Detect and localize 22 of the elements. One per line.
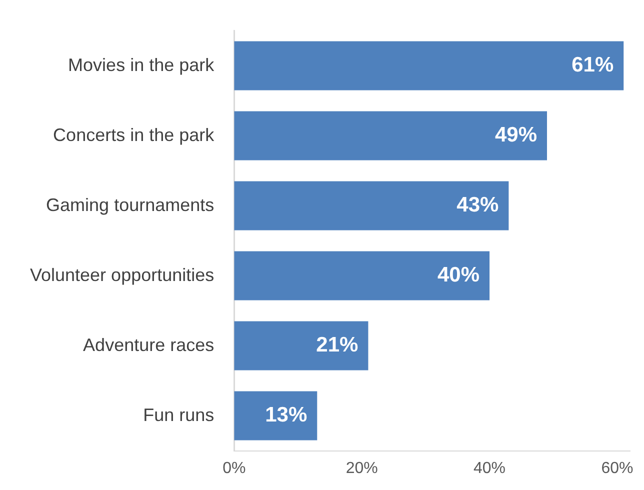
x-tick-label: 60% <box>601 460 634 477</box>
bar <box>234 251 490 300</box>
y-tick-label: Gaming tournaments <box>46 194 214 215</box>
bar <box>234 321 368 370</box>
y-tick-label: Adventure races <box>83 334 214 355</box>
data-label: 21% <box>316 334 359 357</box>
bar <box>234 41 624 90</box>
y-tick-label: Movies in the park <box>68 54 216 75</box>
bar <box>234 111 547 160</box>
y-tick-label: Concerts in the park <box>53 124 216 145</box>
bar <box>234 391 318 440</box>
x-tick-label: 20% <box>346 460 378 477</box>
x-tick-label: 40% <box>474 460 506 477</box>
data-label: 49% <box>494 124 538 147</box>
data-label: 43% <box>456 194 500 217</box>
y-tick-label: Fun runs <box>143 404 214 425</box>
x-tick-label: 0% <box>222 460 246 477</box>
y-tick-label: Volunteer opportunities <box>30 264 214 285</box>
bar <box>234 181 509 230</box>
data-label: 40% <box>438 264 480 287</box>
data-label: 61% <box>572 54 614 77</box>
data-label: 13% <box>265 404 308 427</box>
